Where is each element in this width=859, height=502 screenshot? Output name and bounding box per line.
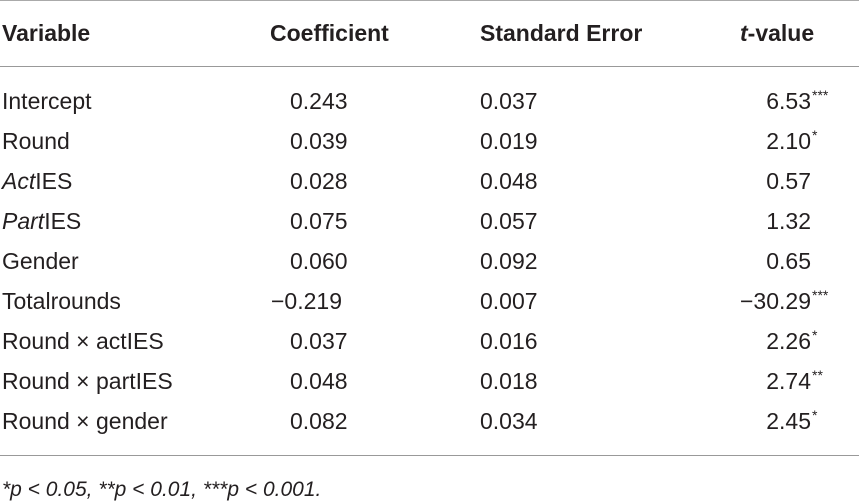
cell-variable: Totalrounds xyxy=(2,287,121,315)
header-variable: Variable xyxy=(2,20,91,46)
cell-t-value: 2.26 * xyxy=(766,327,817,355)
cell-standard-error: 0.034 xyxy=(480,408,538,434)
cell-standard-error: 0.019 xyxy=(480,128,538,154)
cell-t-value: 1.32 xyxy=(766,207,811,235)
cell-coefficient: −0.219 xyxy=(271,288,342,314)
cell-coefficient: 0.060 xyxy=(290,248,348,274)
cell-variable: Round xyxy=(2,127,70,155)
top-rule xyxy=(0,0,859,1)
t-value: 2.45 xyxy=(766,408,811,434)
variable-name: Intercept xyxy=(2,88,92,114)
cell-t-value: −30.29 *** xyxy=(740,287,828,315)
significance-stars: * xyxy=(812,407,818,423)
t-value: 2.10 xyxy=(766,128,811,154)
cell-variable: Intercept xyxy=(2,87,92,115)
header-t-value: t-value xyxy=(740,19,814,47)
cell-standard-error: 0.057 xyxy=(480,208,538,234)
cell-t-value: 2.10 * xyxy=(766,127,817,155)
cell-standard-error: 0.092 xyxy=(480,248,538,274)
header-standard-error: Standard Error xyxy=(480,20,643,46)
variable-name: Round xyxy=(2,128,70,154)
significance-stars: * xyxy=(812,327,818,343)
variable-name: Gender xyxy=(2,248,79,274)
variable-name: IES xyxy=(35,168,73,194)
cell-standard-error: 0.048 xyxy=(480,168,538,194)
cell-variable: ActIES xyxy=(2,167,72,195)
cell-coefficient: 0.048 xyxy=(290,368,348,394)
cell-variable: Gender xyxy=(2,247,79,275)
t-value: 2.26 xyxy=(766,328,811,354)
cell-coefficient: 0.039 xyxy=(290,128,348,154)
t-value: 1.32 xyxy=(766,208,811,234)
cell-t-value: 0.65 xyxy=(766,247,811,275)
cell-standard-error: 0.016 xyxy=(480,328,538,354)
footnote: *p < 0.05, **p < 0.01, ***p < 0.001. xyxy=(2,478,322,501)
header-rule xyxy=(0,66,859,67)
significance-stars: *** xyxy=(812,87,829,103)
bottom-rule xyxy=(0,455,859,456)
cell-standard-error: 0.018 xyxy=(480,368,538,394)
cell-standard-error: 0.037 xyxy=(480,88,538,114)
cell-coefficient: 0.028 xyxy=(290,168,348,194)
cell-standard-error: 0.007 xyxy=(480,288,538,314)
cell-t-value: 2.45 * xyxy=(766,407,817,435)
cell-variable: Round × actIES xyxy=(2,327,164,355)
cell-coefficient: 0.075 xyxy=(290,208,348,234)
header-t-letter: t xyxy=(740,20,748,46)
cell-coefficient: 0.243 xyxy=(290,88,348,114)
variable-name: Round × gender xyxy=(2,408,168,434)
variable-italic-prefix: Part xyxy=(2,208,45,234)
cell-variable: Round × partIES xyxy=(2,367,173,395)
variable-name: Round × partIES xyxy=(2,368,173,394)
cell-coefficient: 0.037 xyxy=(290,328,348,354)
t-value: 0.57 xyxy=(766,168,811,194)
significance-stars: ** xyxy=(812,367,823,383)
t-value: 0.65 xyxy=(766,248,811,274)
cell-variable: PartIES xyxy=(2,207,81,235)
variable-name: Round × actIES xyxy=(2,328,164,354)
variable-name: IES xyxy=(44,208,82,234)
variable-italic-prefix: Act xyxy=(2,168,36,194)
t-value: 6.53 xyxy=(766,88,811,114)
cell-variable: Round × gender xyxy=(2,407,168,435)
cell-t-value: 6.53 *** xyxy=(766,87,828,115)
significance-stars: *** xyxy=(812,287,829,303)
cell-t-value: 0.57 xyxy=(766,167,811,195)
t-value: 2.74 xyxy=(766,368,811,394)
variable-name: Totalrounds xyxy=(2,288,121,314)
header-coefficient: Coefficient xyxy=(270,20,389,46)
header-t-suffix: -value xyxy=(747,20,815,46)
significance-stars: * xyxy=(812,127,818,143)
cell-t-value: 2.74 ** xyxy=(766,367,823,395)
cell-coefficient: 0.082 xyxy=(290,408,348,434)
t-value: −30.29 xyxy=(740,288,811,314)
